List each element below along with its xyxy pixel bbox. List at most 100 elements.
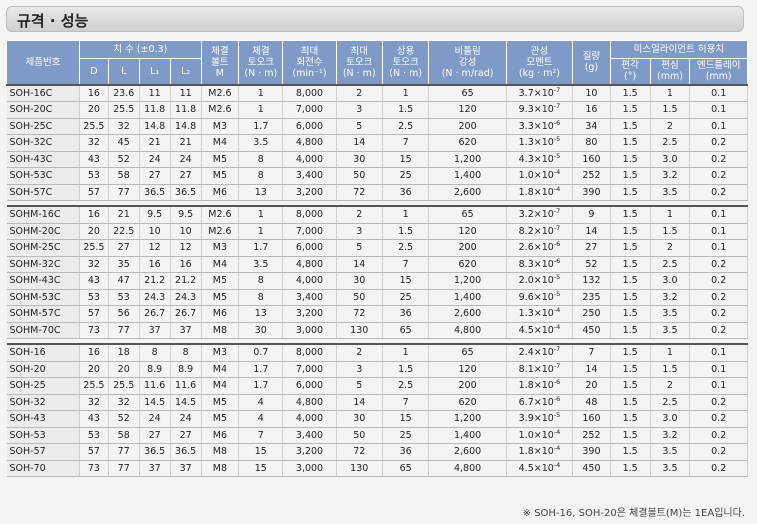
table-cell: 30 — [238, 322, 284, 339]
table-cell: 56 — [108, 305, 140, 323]
table-cell: 65 — [428, 205, 507, 224]
table-cell: M5 — [201, 410, 240, 428]
table-cell: 26.7 — [139, 305, 171, 323]
table-cell: 24 — [170, 410, 202, 428]
table-row: SOHM-25C 25.5 27 12 12 M3 1.7 6,000 5 2.5 200 2.6×1… — [6, 239, 748, 257]
table-cell: 1.5 — [610, 460, 651, 477]
table-cell: 5 — [336, 239, 383, 257]
table-cell: 3.5 — [650, 443, 691, 461]
table-cell: 20 — [108, 361, 140, 378]
table-cell: 120 — [428, 101, 507, 119]
table-cell: 1.5 — [610, 239, 651, 257]
table-cell: 4,800 — [428, 460, 507, 477]
table-cell: 14 — [336, 256, 383, 273]
table-cell: 0.2 — [689, 410, 748, 428]
table-row: SOH-57 57 77 36.5 36.5 M8 15 3,200 72 36 2,600 1.8×… — [6, 443, 748, 461]
model-cell: SOH-20C — [6, 101, 80, 119]
table-cell: 0.1 — [689, 361, 748, 378]
table-cell: M8 — [201, 443, 240, 461]
table-cell: 15 — [238, 460, 284, 477]
model-cell: SOHM-16C — [6, 205, 80, 224]
table-cell: 1,200 — [428, 272, 507, 290]
header-misalignment: 미스얼라이먼트 허용치 — [609, 40, 749, 59]
table-cell: 16 — [572, 101, 611, 119]
table-cell: 1.5 — [610, 410, 651, 428]
header-bolt: 체결 볼트 M — [200, 40, 240, 85]
table-cell: 36.5 — [170, 443, 202, 461]
table-cell: 7 — [382, 134, 430, 152]
table-cell: 1,400 — [428, 427, 507, 444]
table-cell: 4.3×10-5 — [506, 151, 574, 168]
table-row: SOH-25 25.5 25.5 11.6 11.6 M4 1.7 6,000 5 2.5 200 1… — [6, 377, 748, 395]
table-cell: 72 — [336, 443, 383, 461]
table-cell: 3 — [336, 361, 383, 378]
table-cell: 65 — [428, 343, 507, 362]
table-cell: 390 — [572, 443, 611, 461]
table-cell: 25 — [382, 289, 430, 306]
table-cell: 9.3×10-7 — [506, 101, 574, 119]
table-cell: 3,000 — [282, 460, 337, 477]
table-cell: 2.0×10-5 — [506, 272, 574, 290]
table-cell: 35 — [108, 256, 140, 273]
table-cell: M4 — [201, 256, 240, 273]
table-cell: 15 — [382, 272, 430, 290]
table-cell: 1.5 — [610, 205, 651, 224]
table-cell: 3 — [336, 223, 383, 240]
table-cell: 50 — [336, 167, 383, 185]
table-cell: 24 — [139, 151, 171, 168]
table-cell: 2 — [336, 83, 383, 102]
table-cell: 14 — [336, 134, 383, 152]
table-row: SOH-43C 43 52 24 24 M5 8 4,000 30 15 1,200 4.3×10-5… — [6, 151, 748, 168]
table-cell: 1 — [650, 205, 691, 224]
table-cell: 2.5 — [650, 394, 691, 411]
table-cell: 1,200 — [428, 410, 507, 428]
table-cell: 37 — [170, 322, 202, 339]
model-cell: SOH-70 — [6, 460, 80, 477]
table-cell: 21 — [170, 134, 202, 152]
table-cell: 7,000 — [282, 223, 337, 240]
table-cell: 1 — [650, 343, 691, 362]
table-cell: 47 — [108, 272, 140, 290]
model-cell: SOH-43C — [6, 151, 80, 168]
table-cell: 1.3×10-4 — [506, 305, 574, 323]
table-cell: 53 — [79, 289, 109, 306]
table-cell: 32 — [108, 118, 140, 135]
table-cell: 72 — [336, 184, 383, 201]
header-d: D — [78, 58, 109, 85]
table-cell: 65 — [428, 83, 507, 102]
table-cell: 0.2 — [689, 134, 748, 152]
table-cell: 6.7×10-6 — [506, 394, 574, 411]
table-cell: 27 — [572, 239, 611, 257]
spec-table: 제품번호 치 수 (±0.3) 체결 볼트 M 체결 토오크 (N · m) 최대 회전수… — [6, 40, 749, 477]
model-cell: SOH-53C — [6, 167, 80, 185]
table-cell: 3.0 — [650, 272, 691, 290]
table-cell: 1.5 — [610, 322, 651, 339]
table-cell: 18 — [108, 343, 140, 362]
table-cell: 8 — [139, 343, 171, 362]
table-cell: 1 — [382, 205, 430, 224]
table-cell: M3 — [201, 118, 240, 135]
header-dimensions: 치 수 (±0.3) — [78, 40, 202, 59]
header-model: 제품번호 — [6, 40, 80, 85]
table-cell: 3.5 — [650, 322, 691, 339]
table-cell: 73 — [79, 322, 109, 339]
table-cell: 16 — [79, 343, 109, 362]
table-row: SOH-16 16 18 8 8 M3 0.7 8,000 2 1 65 2.4×10-7 7 1.5 1 0… — [6, 343, 748, 362]
model-cell: SOH-25 — [6, 377, 80, 395]
header-angular: 편각 (°) — [609, 58, 651, 85]
group-spacer — [6, 338, 748, 344]
table-cell: M8 — [201, 322, 240, 339]
model-cell: SOHM-53C — [6, 289, 80, 306]
table-cell: 16 — [79, 205, 109, 224]
table-cell: 32 — [79, 256, 109, 273]
table-cell: M2.6 — [201, 101, 240, 119]
table-cell: 27 — [108, 239, 140, 257]
model-cell: SOH-16C — [6, 83, 80, 102]
table-cell: 1 — [238, 223, 284, 240]
table-cell: 3.0 — [650, 410, 691, 428]
table-cell: 0.1 — [689, 377, 748, 395]
table-cell: 200 — [428, 118, 507, 135]
table-cell: 36.5 — [139, 443, 171, 461]
table-cell: 0.2 — [689, 322, 748, 339]
table-cell: 5 — [336, 118, 383, 135]
